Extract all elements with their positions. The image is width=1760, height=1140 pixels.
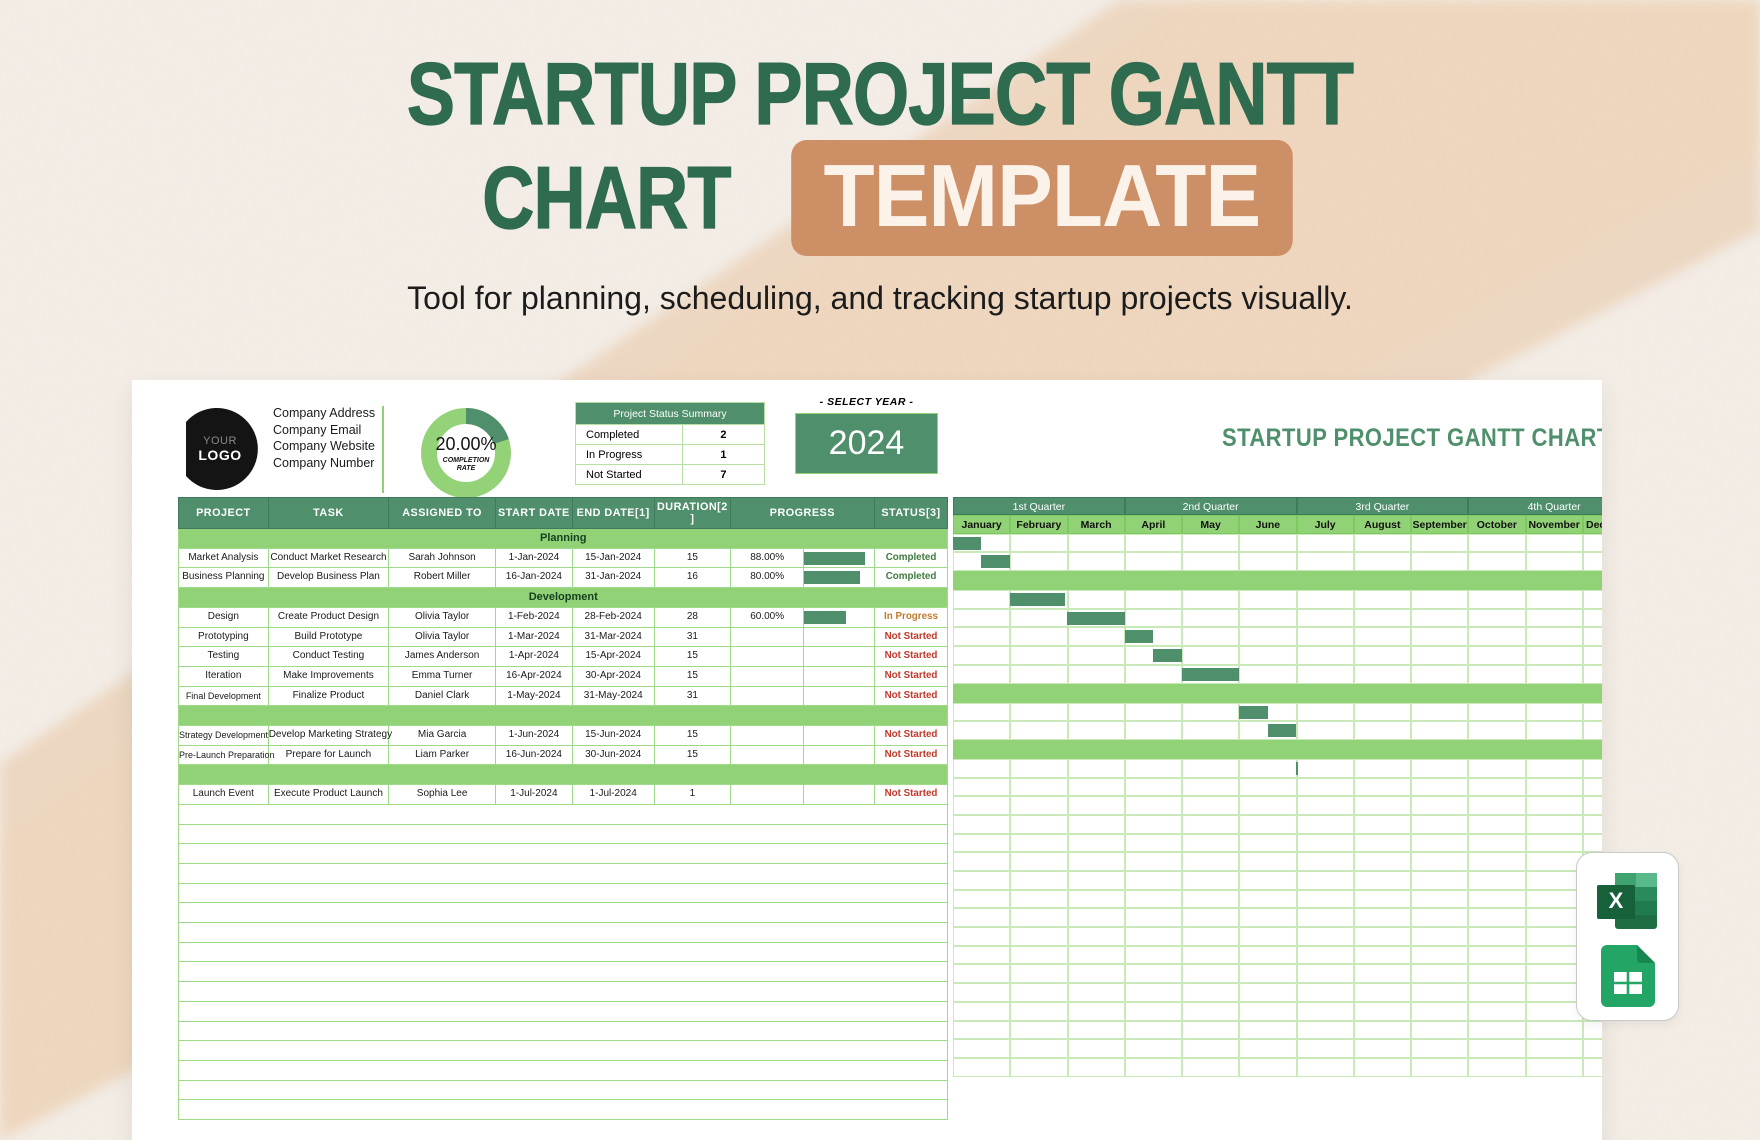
svg-text:X: X xyxy=(1609,888,1624,913)
